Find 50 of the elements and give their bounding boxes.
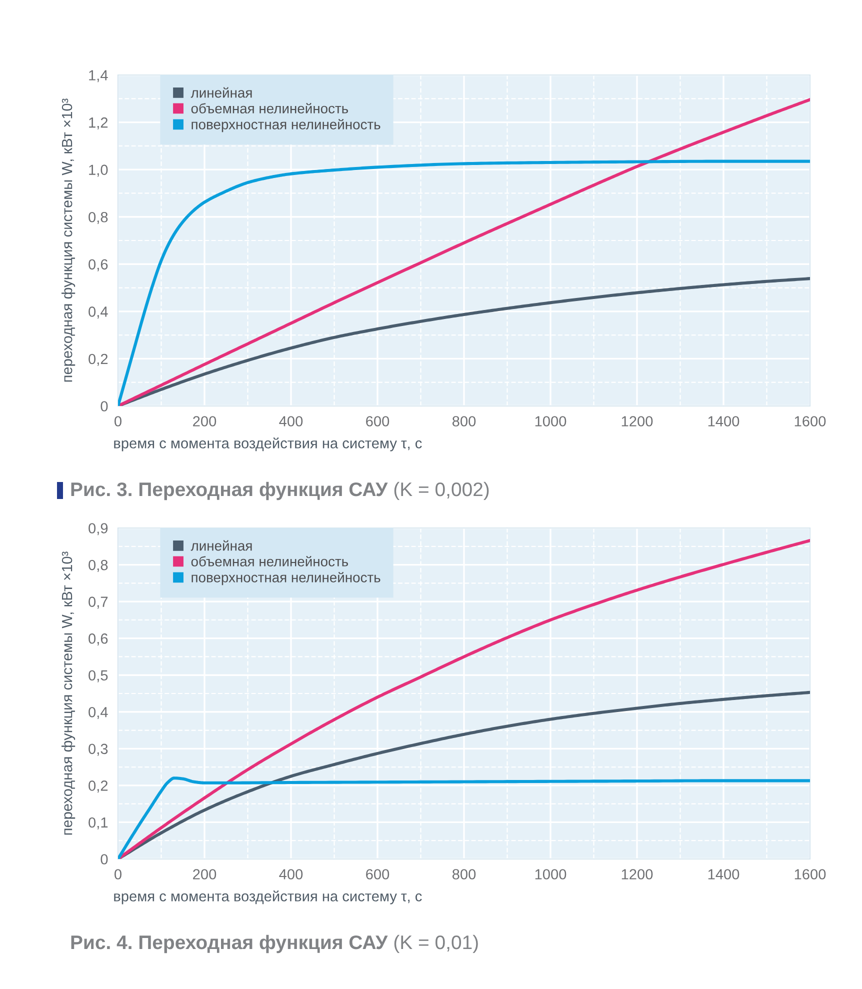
- text: Рис. 3. Переходная функция САУ: [71, 482, 388, 500]
- x-tick-label: 400: [279, 416, 303, 426]
- x-tick-label: 0: [114, 869, 122, 880]
- y-axis-title: переходная функция системы W, кВт ×10³: [62, 552, 76, 835]
- y-tick-label: 0,6: [88, 259, 108, 272]
- y-tick-label: 1,0: [89, 164, 108, 177]
- x-axis-title: время с момента воздействия на систему τ, с: [114, 437, 422, 452]
- x-tick-label: 600: [366, 869, 390, 880]
- legend-label: линейная: [190, 540, 252, 551]
- legend-label: поверхностная нелинейность: [192, 118, 380, 132]
- x-tick-label: 1000: [535, 869, 566, 880]
- x-tick-label: 800: [452, 869, 476, 880]
- legend-label: поверхностная нелинейность: [192, 572, 380, 586]
- x-tick-label: 1600: [794, 869, 826, 880]
- y-tick-label: 0,5: [88, 670, 108, 682]
- x-tick-label: 800: [452, 416, 476, 426]
- x-tick-label: 1200: [622, 869, 653, 880]
- y-tick-label: 0,3: [88, 744, 108, 756]
- text: (K = 0,01): [394, 934, 478, 954]
- x-tick-label: 0: [114, 416, 122, 426]
- x-axis-title: время с момента воздействия на систему τ, с: [114, 890, 422, 904]
- y-tick-label: 0,4: [88, 706, 108, 720]
- y-axis-title: переходная функция системы W, кВт ×10³: [62, 98, 76, 382]
- y-tick-label: 0,2: [88, 354, 108, 366]
- y-tick-label: 0,9: [88, 523, 108, 536]
- text: Рис. 4. Переходная функция САУ: [71, 934, 388, 954]
- legend-label: объемная нелинейность: [191, 102, 348, 114]
- x-tick-label: 1400: [708, 869, 740, 880]
- y-tick-label: 0,8: [88, 212, 108, 224]
- y-tick-label: 1,2: [89, 117, 108, 130]
- y-tick-label: 0: [100, 401, 108, 412]
- y-tick-label: 1,4: [89, 70, 108, 82]
- x-tick-label: 600: [366, 416, 390, 426]
- y-tick-label: 0,1: [88, 817, 108, 830]
- x-tick-label: 1200: [622, 416, 653, 426]
- x-tick-label: 400: [279, 869, 303, 880]
- x-tick-label: 1000: [535, 416, 566, 426]
- legend-label: объемная нелинейность: [191, 556, 348, 566]
- text: (K = 0,002): [394, 482, 489, 500]
- y-tick-label: 0,2: [88, 780, 108, 793]
- x-tick-label: 1400: [708, 416, 740, 426]
- x-tick-label: 200: [193, 416, 216, 426]
- y-tick-label: 0: [100, 854, 108, 864]
- legend-label: линейная: [190, 87, 252, 98]
- y-tick-label: 0,8: [88, 560, 108, 572]
- x-tick-label: 1600: [794, 416, 826, 426]
- x-tick-label: 200: [193, 869, 216, 880]
- y-tick-label: 0,7: [88, 596, 108, 609]
- y-tick-label: 0,6: [88, 633, 108, 646]
- y-tick-label: 0,4: [88, 306, 108, 319]
